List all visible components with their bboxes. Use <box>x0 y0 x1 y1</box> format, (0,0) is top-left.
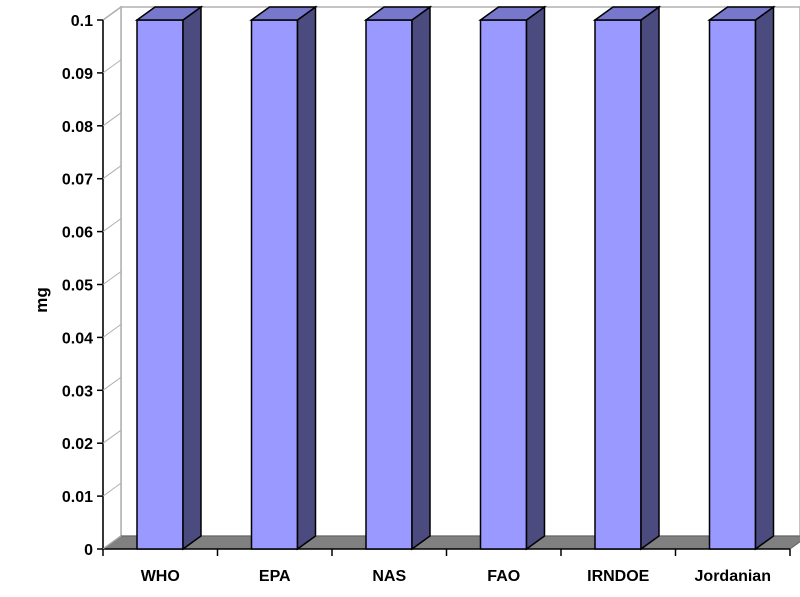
y-tick-label: 0.09 <box>62 66 93 83</box>
x-tick-label: FAO <box>487 568 520 585</box>
bar-top-irndoe <box>592 6 662 21</box>
bar-side-irndoe <box>640 5 660 551</box>
x-tick-label: WHO <box>141 568 180 585</box>
y-tick-depth <box>102 376 122 391</box>
bar-top-nas <box>363 6 433 21</box>
y-tick-depth <box>102 6 122 21</box>
y-tick-label: 0.01 <box>62 489 93 506</box>
bar-top-jordanian <box>707 6 776 21</box>
plot-floor <box>101 535 800 550</box>
bar-side-epa <box>296 5 317 551</box>
bar-top-fao <box>478 6 547 21</box>
bar-front-fao <box>479 19 528 550</box>
y-tick-depth <box>102 323 122 338</box>
bar-front-who <box>136 19 184 550</box>
y-tick-label: 0.03 <box>62 383 93 400</box>
y-tick-depth <box>102 165 122 180</box>
y-tick-label: 0.06 <box>62 225 93 242</box>
axes <box>97 6 791 556</box>
labels: mg 0 0.01 0.02 0.03 0.04 0.05 0.06 0.07 0.08 0.09… <box>32 13 771 585</box>
y-tick-depth <box>102 59 122 74</box>
x-tick-label: NAS <box>372 568 406 585</box>
back-wall <box>120 6 800 537</box>
bar-front-epa <box>250 19 299 550</box>
y-tick-depth <box>102 218 122 233</box>
y-tick-depth <box>102 271 122 285</box>
y-axis-label: mg <box>32 287 51 313</box>
bar-side-fao <box>525 5 546 551</box>
y-tick-depth <box>102 112 122 127</box>
x-tick-label: IRNDOE <box>587 568 650 585</box>
floor <box>101 535 800 550</box>
y-tick-depth <box>102 429 122 444</box>
x-tick-label: Jordanian <box>695 568 771 585</box>
bar-side-who <box>182 5 202 551</box>
bars <box>134 5 776 551</box>
y-tick-label: 0.07 <box>62 172 93 189</box>
bar-top-who <box>134 6 204 21</box>
y-tick-depth <box>102 482 122 497</box>
y-tick-label: 0.1 <box>71 13 93 30</box>
bar-top-epa <box>249 6 318 21</box>
y-tick-depth <box>102 535 122 550</box>
bar-side-nas <box>411 5 431 551</box>
y-tick-label: 0 <box>84 542 93 559</box>
bar-front-nas <box>365 19 413 550</box>
y-tick-label: 0.08 <box>62 119 93 136</box>
bar-front-jordanian <box>708 19 757 550</box>
y-tick-label: 0.04 <box>62 330 93 347</box>
bar-front-irndoe <box>594 19 642 550</box>
x-tick-label: EPA <box>259 568 291 585</box>
bar-side-jordanian <box>754 5 775 551</box>
plot-back-wall <box>102 5 800 551</box>
y-tick-label: 0.02 <box>62 436 93 453</box>
y-tick-label: 0.05 <box>62 278 93 295</box>
